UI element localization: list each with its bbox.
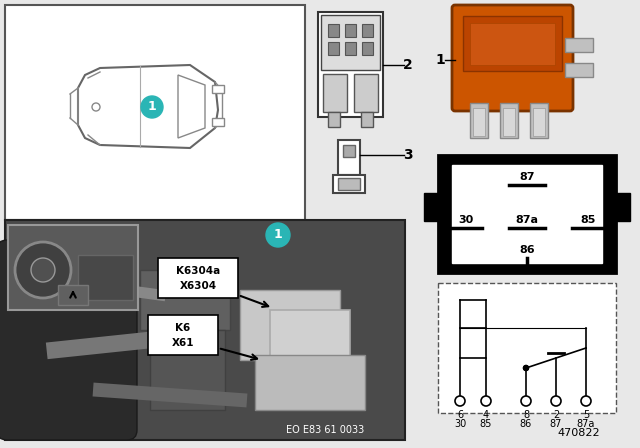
Bar <box>158 258 238 298</box>
Text: 86: 86 <box>519 245 535 255</box>
Circle shape <box>141 96 163 118</box>
Circle shape <box>524 366 529 370</box>
Text: 3: 3 <box>403 148 413 162</box>
Circle shape <box>551 396 561 406</box>
Polygon shape <box>178 75 205 138</box>
Bar <box>460 328 486 358</box>
Text: 2: 2 <box>403 58 413 72</box>
Bar <box>438 283 616 413</box>
Text: X61: X61 <box>172 338 195 348</box>
Text: 1: 1 <box>435 53 445 67</box>
Bar <box>58 285 88 305</box>
Text: 86: 86 <box>520 419 532 429</box>
Bar <box>533 108 545 136</box>
Bar <box>323 74 347 112</box>
Bar <box>424 193 438 221</box>
Bar <box>362 24 373 37</box>
Circle shape <box>266 223 290 247</box>
Text: K6304a: K6304a <box>176 266 220 276</box>
Circle shape <box>581 396 591 406</box>
Text: 470822: 470822 <box>557 428 600 438</box>
Circle shape <box>524 366 529 370</box>
Text: 1: 1 <box>274 228 282 241</box>
Text: 87: 87 <box>519 172 535 182</box>
Bar <box>148 315 218 355</box>
Circle shape <box>92 103 100 111</box>
Bar <box>270 310 350 400</box>
Bar <box>463 16 562 71</box>
Bar <box>565 63 593 77</box>
Bar <box>328 42 339 55</box>
Bar <box>78 255 133 300</box>
Bar <box>345 24 356 37</box>
Bar <box>473 108 485 136</box>
Text: 87a: 87a <box>577 419 595 429</box>
Bar <box>361 112 373 127</box>
Bar <box>5 220 405 440</box>
Polygon shape <box>78 65 218 148</box>
Text: 5: 5 <box>583 410 589 420</box>
Bar <box>345 42 356 55</box>
Bar <box>328 112 340 127</box>
Bar <box>503 108 515 136</box>
Text: 4: 4 <box>483 410 489 420</box>
Bar <box>565 38 593 52</box>
Bar <box>328 24 339 37</box>
Text: 85: 85 <box>480 419 492 429</box>
Bar <box>616 193 630 221</box>
Bar <box>354 74 378 112</box>
Bar <box>5 5 305 220</box>
Bar <box>318 12 383 117</box>
Bar <box>333 175 365 193</box>
Bar <box>338 140 360 175</box>
Bar <box>438 155 616 273</box>
Text: 6: 6 <box>457 410 463 420</box>
FancyBboxPatch shape <box>0 240 137 440</box>
Text: K6: K6 <box>175 323 191 333</box>
Text: 85: 85 <box>580 215 596 225</box>
Circle shape <box>455 396 465 406</box>
Bar <box>140 270 230 330</box>
Text: 30: 30 <box>454 419 466 429</box>
Bar <box>212 118 224 126</box>
Bar <box>8 225 138 310</box>
Bar <box>321 15 380 70</box>
Bar <box>470 103 488 138</box>
Circle shape <box>31 258 55 282</box>
Bar <box>150 330 225 410</box>
Bar <box>452 165 602 263</box>
Bar <box>362 42 373 55</box>
Text: 87a: 87a <box>515 215 538 225</box>
Text: 8: 8 <box>523 410 529 420</box>
Bar <box>500 103 518 138</box>
Text: EO E83 61 0033: EO E83 61 0033 <box>286 425 364 435</box>
Text: X6304: X6304 <box>179 281 216 291</box>
Circle shape <box>521 396 531 406</box>
Bar <box>212 85 224 93</box>
Text: 1: 1 <box>148 100 156 113</box>
Text: 30: 30 <box>458 215 474 225</box>
Bar <box>338 178 360 190</box>
Bar <box>255 355 365 410</box>
Circle shape <box>481 396 491 406</box>
Bar <box>240 290 340 360</box>
Bar <box>530 103 548 138</box>
Text: 2: 2 <box>553 410 559 420</box>
Bar <box>343 145 355 157</box>
Circle shape <box>15 242 71 298</box>
Text: 87: 87 <box>550 419 562 429</box>
Bar <box>470 23 555 65</box>
FancyBboxPatch shape <box>452 5 573 111</box>
